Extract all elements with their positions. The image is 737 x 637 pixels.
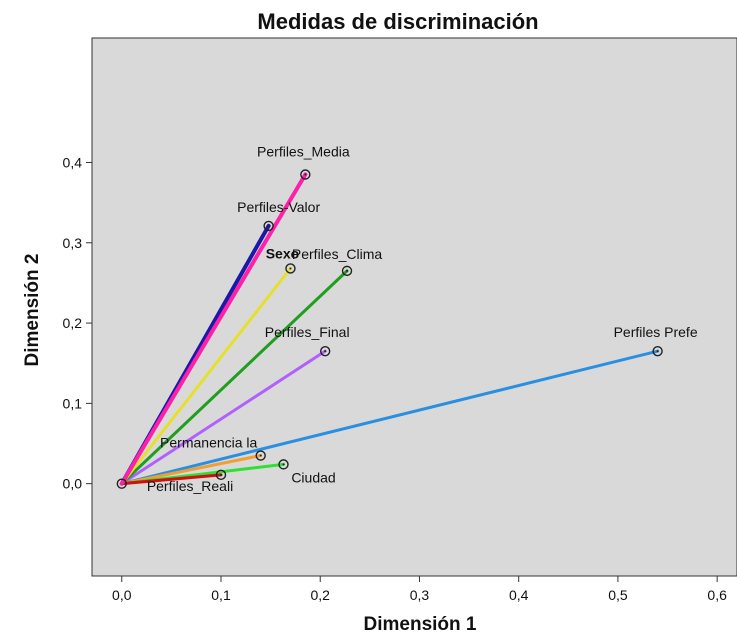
y-tick-label: 0,1 (63, 395, 83, 411)
axes: 0,0 0,1 0,2 0,3 0,4 0,5 0,6 0,0 0,1 0,2 0,3 0,4 (63, 154, 728, 603)
point-marker-center (282, 463, 285, 466)
point-label: Perfiles-Valor (237, 199, 320, 215)
point-marker (215, 469, 227, 481)
point-label: Sexo (266, 245, 299, 261)
x-tick-label: 0,2 (310, 587, 330, 603)
point-marker (300, 169, 311, 180)
markers (116, 169, 663, 489)
y-tick-label: 0,3 (63, 235, 83, 251)
point-label: Perfiles_Final (265, 324, 350, 340)
vector-line (120, 473, 223, 486)
point-marker (255, 450, 266, 461)
point-label: Permanencia la (160, 435, 257, 451)
point-label: Perfiles_Clima (292, 246, 382, 262)
vector-line (120, 349, 327, 486)
point-marker (285, 263, 296, 274)
chart-title: Medidas de discriminación (257, 9, 538, 34)
origin-marker (116, 478, 127, 489)
point-marker (652, 345, 663, 357)
point-marker (341, 265, 353, 277)
x-tick-label: 0,4 (509, 587, 529, 603)
point-marker-center (220, 473, 222, 476)
y-tick-label: 0,4 (63, 154, 83, 170)
point-marker-center (289, 267, 292, 270)
x-tick-label: 0,1 (211, 587, 231, 603)
point-marker-center (259, 454, 262, 457)
point-label: Perfiles Prefe (614, 324, 698, 340)
x-tick-label: 0,6 (707, 587, 727, 603)
point-marker-center (656, 350, 659, 353)
point-marker (278, 459, 289, 470)
plot-area (91, 37, 737, 577)
point-labels: Perfiles_MediaPerfiles-ValorSexoPerfiles… (147, 144, 698, 494)
x-tick-label: 0,3 (410, 587, 430, 603)
vector-line (120, 266, 292, 486)
point-marker-center (324, 350, 327, 353)
y-tick-label: 0,2 (63, 315, 83, 331)
vector-line (120, 454, 263, 486)
point-marker (263, 220, 274, 232)
point-label: Ciudad (291, 469, 335, 485)
vectors (119, 172, 660, 486)
x-tick-label: 0,0 (112, 587, 132, 603)
vector-line (120, 349, 660, 486)
y-axis-title: Dimensión 2 (22, 254, 43, 367)
x-tick-label: 0,5 (608, 587, 628, 603)
point-marker (319, 345, 331, 357)
point-marker-center (304, 173, 307, 176)
y-tick-label: 0,0 (63, 476, 83, 492)
point-label: Perfiles_Media (257, 144, 350, 160)
x-axis-title: Dimensión 1 (364, 614, 477, 635)
point-marker-center (267, 224, 270, 227)
point-marker-center (346, 269, 349, 272)
vector-line (119, 172, 308, 486)
point-label: Perfiles_Reali (147, 478, 233, 494)
vector-line (120, 269, 349, 486)
